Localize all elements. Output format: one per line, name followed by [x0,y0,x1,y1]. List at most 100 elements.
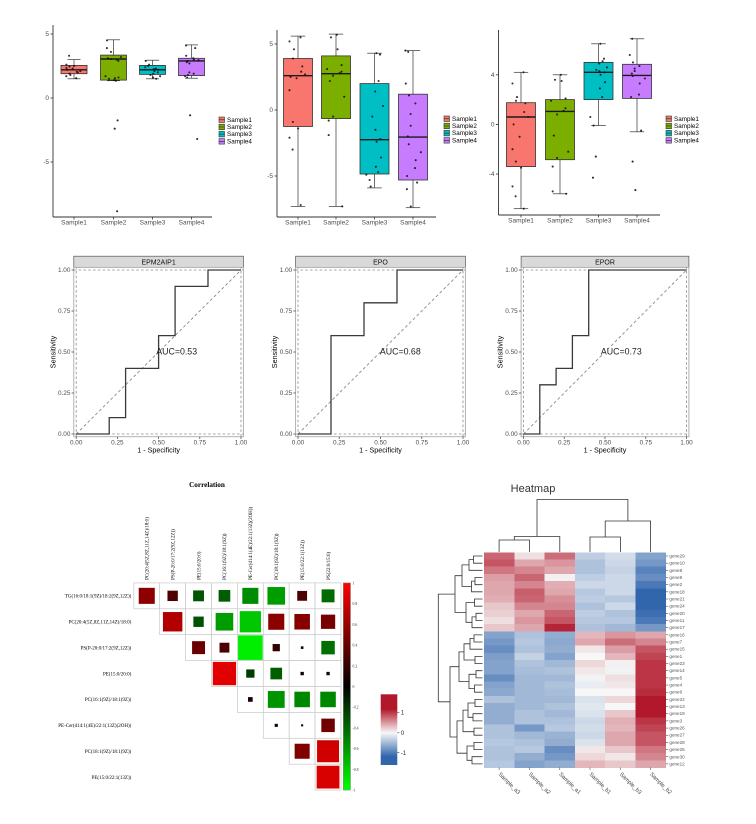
svg-text:Sample3: Sample3 [362,220,388,227]
svg-text:gene19: gene19 [669,711,685,716]
svg-text:1.00: 1.00 [280,267,293,274]
svg-text:0.00: 0.00 [505,431,518,438]
svg-text:Sample3: Sample3 [452,130,477,137]
svg-text:0.00: 0.00 [58,431,71,438]
svg-text:0.6: 0.6 [353,623,358,627]
svg-text:AUC=0.53: AUC=0.53 [156,347,197,357]
svg-text:-4: -4 [489,171,495,178]
svg-text:4: 4 [491,72,495,79]
svg-text:Sample4: Sample4 [400,220,426,227]
svg-text:PE(15:0/22:1(13Z)): PE(15:0/22:1(13Z)) [301,540,306,580]
svg-text:0.4: 0.4 [353,644,358,648]
svg-text:0: 0 [269,107,273,114]
svg-text:gene4: gene4 [669,683,682,688]
svg-text:Sample2: Sample2 [101,220,127,227]
svg-text:0: 0 [491,122,495,129]
svg-text:0.00: 0.00 [280,431,293,438]
svg-text:Sample_b1: Sample_b1 [588,772,612,796]
svg-text:Sample1: Sample1 [508,218,534,225]
svg-text:Sample4: Sample4 [227,138,252,145]
svg-text:PE(15:0/20:0): PE(15:0/20:0) [103,672,132,677]
svg-text:0.25: 0.25 [505,390,518,397]
svg-text:gene17: gene17 [669,625,685,630]
svg-text:0.50: 0.50 [599,439,612,446]
svg-text:Sample3: Sample3 [674,130,699,137]
svg-text:gene20: gene20 [669,611,685,616]
svg-text:Sensitivity: Sensitivity [48,335,57,368]
svg-text:Sample3: Sample3 [140,220,166,227]
svg-text:0.00: 0.00 [517,439,530,446]
svg-text:1: 1 [353,581,355,585]
svg-text:-1: -1 [353,789,356,793]
svg-text:Sample4: Sample4 [452,137,477,144]
svg-text:gene3: gene3 [669,718,682,723]
svg-text:EPO: EPO [373,259,388,266]
svg-text:Sample2: Sample2 [452,123,477,130]
svg-text:PE-Cer(d14:1(4E)/22:1(13Z)(2OH: PE-Cer(d14:1(4E)/22:1(13Z)(2OH)) [58,724,131,729]
svg-text:Sample_a3: Sample_a3 [497,772,521,796]
svg-text:Sample2: Sample2 [227,124,252,131]
svg-text:PE-Cer(d14:1(4E)/22:1(13Z)(2OH: PE-Cer(d14:1(4E)/22:1(13Z)(2OH)) [249,507,254,580]
svg-text:0.75: 0.75 [58,308,71,315]
svg-text:gene7: gene7 [669,640,682,645]
svg-text:gene9: gene9 [669,575,682,580]
svg-text:-0.6: -0.6 [353,747,359,751]
svg-text:0.75: 0.75 [505,308,518,315]
svg-text:Sample3: Sample3 [586,218,612,225]
svg-text:gene8: gene8 [669,568,682,573]
svg-text:gene29: gene29 [669,553,685,558]
svg-text:1 - Specificity: 1 - Specificity [584,446,627,455]
svg-text:Sample_a2: Sample_a2 [527,772,551,796]
svg-text:gene11: gene11 [669,618,684,623]
svg-text:-5: -5 [43,159,49,166]
svg-text:Sample2: Sample2 [323,220,349,227]
svg-text:-5: -5 [267,173,273,180]
svg-text:gene30: gene30 [669,754,685,759]
svg-text:1.00: 1.00 [457,439,470,446]
svg-text:5: 5 [269,41,273,48]
svg-text:gene10: gene10 [669,561,685,566]
svg-text:0.25: 0.25 [558,439,571,446]
svg-text:gene28: gene28 [669,740,685,745]
svg-text:Sample1: Sample1 [285,220,311,227]
svg-text:0.25: 0.25 [333,439,346,446]
svg-text:0: 0 [401,730,405,737]
svg-text:Sample1: Sample1 [452,116,477,123]
svg-text:EPOR: EPOR [595,259,615,266]
svg-text:Sample1: Sample1 [61,220,87,227]
svg-text:1.00: 1.00 [505,267,518,274]
svg-text:0.25: 0.25 [111,439,124,446]
svg-text:gene6: gene6 [669,690,682,695]
svg-text:gene26: gene26 [669,726,685,731]
svg-text:gene18: gene18 [669,589,685,594]
svg-text:gene16: gene16 [669,632,685,637]
svg-text:Correlation: Correlation [189,481,225,489]
svg-text:0.25: 0.25 [280,390,293,397]
svg-text:0.75: 0.75 [194,439,207,446]
svg-text:Sample1: Sample1 [674,116,699,123]
svg-text:Sample2: Sample2 [674,123,699,130]
svg-text:Sample2: Sample2 [547,218,573,225]
svg-text:gene1: gene1 [669,654,682,659]
svg-text:0.50: 0.50 [374,439,387,446]
svg-text:gene5: gene5 [669,675,682,680]
svg-text:0.50: 0.50 [505,349,518,356]
svg-text:1.00: 1.00 [235,439,248,446]
svg-text:Sample_b2: Sample_b2 [648,772,672,796]
svg-text:PE(15:0/20:0): PE(15:0/20:0) [197,551,202,580]
svg-text:5: 5 [45,31,49,38]
svg-text:Sample_b3: Sample_b3 [618,772,642,796]
svg-text:0.25: 0.25 [58,390,71,397]
svg-text:TG(16:0/18:1(9Z)/18:2(9Z,12Z)): TG(16:0/18:1(9Z)/18:2(9Z,12Z)) [65,595,132,600]
svg-text:PS(P-20:0/17:2(9Z,12Z)): PS(P-20:0/17:2(9Z,12Z)) [172,529,177,580]
svg-text:Sample3: Sample3 [227,131,252,138]
svg-text:0: 0 [353,685,355,689]
svg-text:gene24: gene24 [669,604,685,609]
svg-text:gene27: gene27 [669,733,685,738]
svg-text:PC(16:1(9Z)/18:1(9Z)): PC(16:1(9Z)/18:1(9Z)) [223,533,228,580]
svg-text:PC(16:1(9Z)/18:1(9Z)): PC(16:1(9Z)/18:1(9Z)) [85,698,132,703]
svg-text:-0.4: -0.4 [353,726,359,730]
svg-text:0.50: 0.50 [280,349,293,356]
svg-text:Sample4: Sample4 [674,137,699,144]
svg-text:1 - Specificity: 1 - Specificity [137,446,180,455]
